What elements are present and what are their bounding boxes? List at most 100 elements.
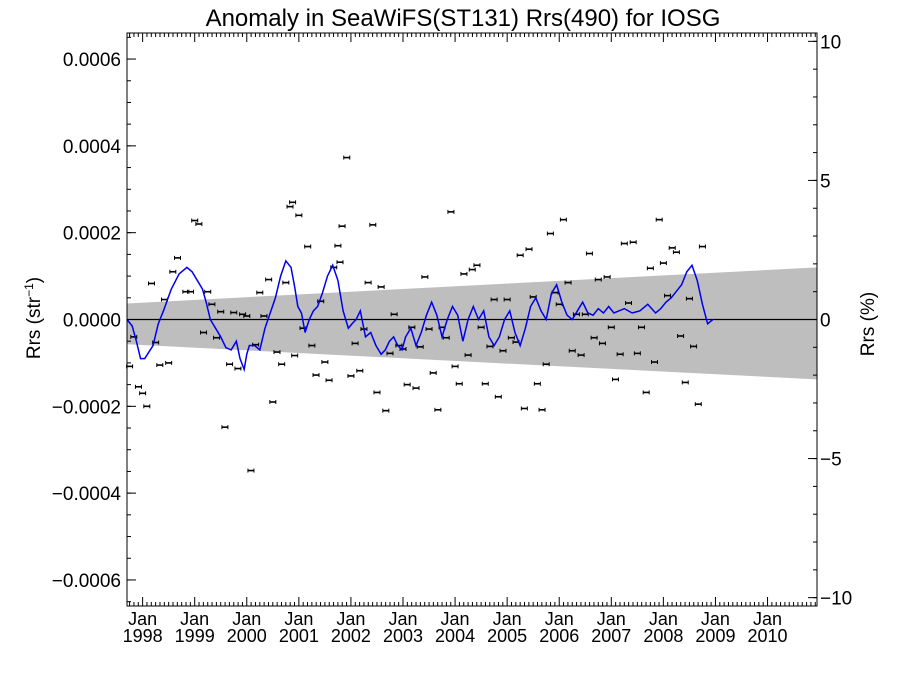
data-point <box>408 325 416 330</box>
data-point <box>525 247 533 252</box>
data-point <box>169 269 177 274</box>
data-point <box>603 274 611 279</box>
data-point <box>434 407 442 412</box>
data-point <box>481 381 489 386</box>
data-point <box>143 404 151 409</box>
data-point <box>520 406 528 411</box>
data-point <box>336 260 344 265</box>
data-point <box>659 261 667 266</box>
data-point <box>568 348 576 353</box>
data-point <box>289 200 297 205</box>
data-point <box>369 222 377 227</box>
data-point <box>278 362 286 367</box>
data-point <box>347 373 355 378</box>
x-tick-label-year: 1999 <box>175 626 215 646</box>
data-point <box>564 280 572 285</box>
data-point <box>486 344 494 349</box>
data-point <box>473 263 481 268</box>
y-tick-label: −0.0006 <box>52 571 121 592</box>
data-point <box>546 231 554 236</box>
x-tick-label-month: Jan <box>597 609 626 629</box>
data-point <box>460 271 468 276</box>
x-tick-label-year: 2008 <box>643 626 683 646</box>
x-tick-label-year: 2009 <box>695 626 735 646</box>
x-tick-label-year: 2004 <box>435 626 475 646</box>
y2-tick-label: 5 <box>820 171 831 192</box>
x-tick-label-year: 2002 <box>331 626 371 646</box>
data-point <box>668 245 676 250</box>
data-point <box>312 373 320 378</box>
data-point <box>156 363 164 368</box>
x-tick-label-year: 2007 <box>591 626 631 646</box>
data-point <box>243 314 251 319</box>
data-point <box>455 381 463 386</box>
x-tick-label-month: Jan <box>232 609 261 629</box>
data-point <box>533 381 541 386</box>
data-point <box>590 335 598 340</box>
data-point <box>174 255 182 260</box>
x-tick-label-month: Jan <box>284 609 313 629</box>
data-point <box>677 333 685 338</box>
data-point <box>308 343 316 348</box>
data-point <box>191 218 199 223</box>
data-point <box>594 277 602 282</box>
data-point <box>694 402 702 407</box>
data-point <box>685 296 693 301</box>
data-point <box>629 240 637 245</box>
data-point <box>295 213 303 218</box>
data-point <box>364 280 372 285</box>
data-point <box>572 312 580 317</box>
data-point <box>325 378 333 383</box>
plot-area: 0.0006 0.0004 0.0002 0.0000 −0.0002 −0.0004 −0… <box>52 32 852 646</box>
data-point <box>542 362 550 367</box>
data-point <box>638 325 646 330</box>
x-tick-label-year: 2001 <box>279 626 319 646</box>
data-point <box>507 335 515 340</box>
data-point <box>664 293 672 298</box>
data-point <box>598 341 606 346</box>
data-point <box>620 241 628 246</box>
x-tick-label-year: 1998 <box>123 626 163 646</box>
y-tick-label: 0.0006 <box>63 50 121 71</box>
y-axis-label: Rrs (str−1) <box>22 277 45 359</box>
data-point <box>373 390 381 395</box>
data-point <box>343 155 351 160</box>
data-point <box>651 360 659 365</box>
data-point <box>395 343 403 348</box>
x-tick-label-month: Jan <box>753 609 782 629</box>
x-tick-label-month: Jan <box>128 609 157 629</box>
data-point <box>616 352 624 357</box>
data-point <box>195 222 203 226</box>
uncertainty-band <box>127 267 817 380</box>
data-point <box>208 302 216 307</box>
data-point <box>633 351 641 356</box>
y-tick-label: 0.0000 <box>63 311 121 332</box>
data-point <box>412 386 420 391</box>
data-point <box>442 335 450 340</box>
data-point <box>416 344 424 349</box>
data-point <box>356 368 364 373</box>
y-tick-label: −0.0002 <box>52 397 121 418</box>
x-tick-label-month: Jan <box>388 609 417 629</box>
data-point <box>672 250 680 255</box>
x-tick-label-year: 2006 <box>539 626 579 646</box>
data-point <box>490 297 498 302</box>
y2-tick-label: −5 <box>820 450 842 471</box>
data-point <box>447 209 455 214</box>
y2-tick-label: 10 <box>820 32 841 53</box>
data-point <box>204 289 212 294</box>
data-point <box>494 394 502 399</box>
data-point <box>134 384 142 389</box>
data-point <box>286 204 294 209</box>
data-point <box>338 224 346 229</box>
data-point <box>390 312 398 317</box>
data-point <box>273 350 281 355</box>
data-point <box>451 364 459 369</box>
chart-title: Anomaly in SeaWiFS(ST131) Rrs(490) for I… <box>206 5 721 32</box>
data-point <box>334 243 342 248</box>
data-point <box>126 364 134 369</box>
x-tick-label-month: Jan <box>180 609 209 629</box>
data-point <box>234 366 242 371</box>
data-point <box>503 297 511 302</box>
